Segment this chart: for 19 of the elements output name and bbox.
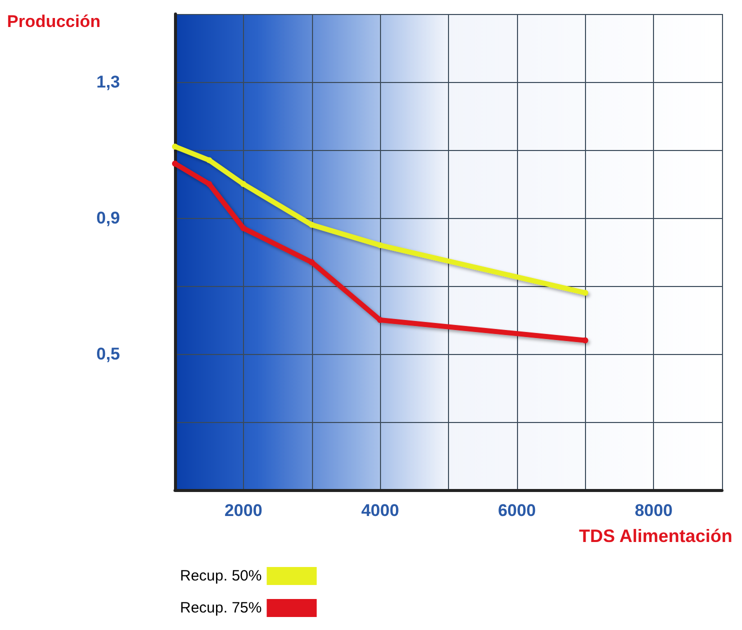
x-tick-label: 6000 bbox=[498, 501, 536, 520]
y-tick-label: 0,9 bbox=[96, 208, 120, 228]
x-axis-title: TDS Alimentación bbox=[578, 526, 732, 546]
x-tick-label: 8000 bbox=[634, 501, 673, 520]
x-tick-label: 2000 bbox=[224, 501, 262, 520]
point bbox=[582, 290, 588, 296]
point bbox=[172, 160, 178, 167]
y-tick-label: 0,5 bbox=[96, 344, 120, 364]
x-tick-label: 4000 bbox=[361, 501, 400, 520]
point bbox=[240, 225, 246, 232]
y-tick-label: 1,3 bbox=[96, 72, 120, 92]
point bbox=[240, 181, 246, 187]
point bbox=[308, 259, 315, 266]
y-axis-title: Producción bbox=[7, 12, 101, 31]
point bbox=[172, 144, 178, 150]
legend-label: Recup. 50% bbox=[180, 568, 262, 584]
point bbox=[206, 157, 212, 164]
point bbox=[206, 181, 212, 187]
legend-label: Recup. 75% bbox=[180, 600, 262, 616]
